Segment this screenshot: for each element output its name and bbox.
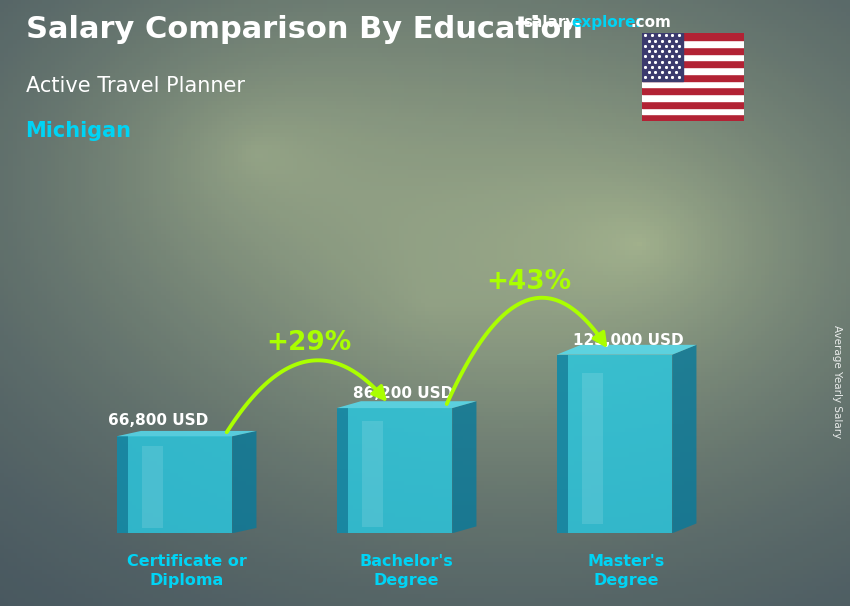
Bar — [642, 94, 744, 101]
Text: +43%: +43% — [486, 268, 571, 295]
Bar — [642, 40, 744, 47]
Text: +29%: +29% — [266, 330, 351, 356]
Bar — [362, 421, 383, 527]
Bar — [116, 436, 232, 533]
Bar — [142, 446, 163, 528]
Polygon shape — [232, 431, 257, 533]
Bar — [116, 436, 128, 533]
Polygon shape — [116, 431, 257, 436]
Bar — [337, 408, 452, 533]
Bar — [642, 115, 744, 121]
Bar — [642, 47, 744, 53]
Bar — [642, 33, 683, 81]
Text: Bachelor's
Degree: Bachelor's Degree — [360, 554, 454, 588]
Polygon shape — [672, 345, 696, 533]
Text: 123,000 USD: 123,000 USD — [573, 333, 683, 348]
Text: Salary Comparison By Education: Salary Comparison By Education — [26, 15, 582, 44]
Text: salary: salary — [523, 15, 575, 30]
Bar — [642, 74, 744, 81]
Bar — [642, 101, 744, 108]
Text: 66,800 USD: 66,800 USD — [109, 413, 209, 428]
Text: .com: .com — [631, 15, 672, 30]
Bar — [557, 355, 672, 533]
Polygon shape — [452, 401, 477, 533]
Bar — [642, 81, 744, 87]
Bar — [642, 33, 744, 40]
Bar — [642, 108, 744, 115]
Bar — [642, 67, 744, 74]
Text: 86,200 USD: 86,200 USD — [353, 386, 453, 401]
Text: explorer: explorer — [571, 15, 643, 30]
Bar — [337, 408, 348, 533]
Polygon shape — [557, 345, 696, 355]
Text: Certificate or
Diploma: Certificate or Diploma — [127, 554, 246, 588]
Text: Active Travel Planner: Active Travel Planner — [26, 76, 245, 96]
Polygon shape — [337, 401, 477, 408]
Bar — [557, 355, 569, 533]
Bar — [642, 61, 744, 67]
Bar — [582, 373, 603, 524]
Bar — [642, 53, 744, 61]
Text: Average Yearly Salary: Average Yearly Salary — [832, 325, 842, 438]
Text: Michigan: Michigan — [26, 121, 132, 141]
Bar — [642, 87, 744, 94]
Text: Master's
Degree: Master's Degree — [588, 554, 666, 588]
